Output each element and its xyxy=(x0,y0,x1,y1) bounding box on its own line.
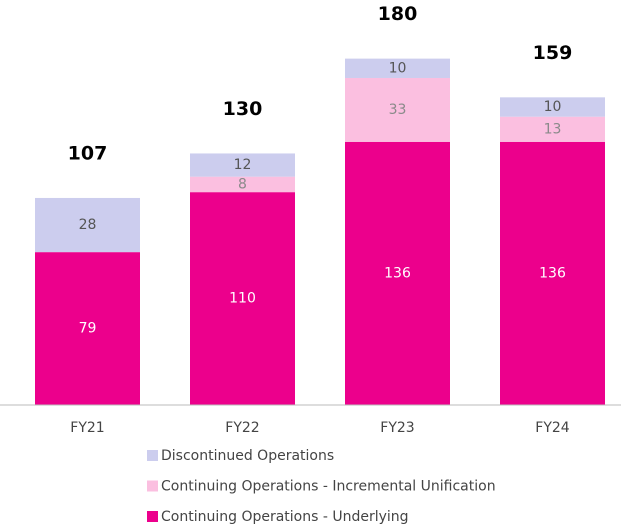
legend-swatch xyxy=(147,511,158,522)
x-tick-label: FY21 xyxy=(70,420,104,436)
data-label: 12 xyxy=(234,157,252,173)
x-tick-label: FY22 xyxy=(225,420,259,436)
legend-swatch xyxy=(147,450,158,461)
total-label: 107 xyxy=(68,142,108,164)
bar-segment xyxy=(190,176,295,193)
legend-label: Continuing Operations - Incremental Unif… xyxy=(161,479,496,495)
bar-segment xyxy=(345,58,450,78)
data-label: 10 xyxy=(544,99,562,115)
data-label: 110 xyxy=(229,291,256,307)
bar-segment xyxy=(345,141,450,405)
data-label: 136 xyxy=(384,265,411,281)
bar-segment xyxy=(190,153,295,177)
bar-segment xyxy=(190,192,295,405)
bar-segment xyxy=(500,116,605,142)
data-label: 136 xyxy=(539,265,566,281)
total-label: 180 xyxy=(378,3,418,25)
bar-segment xyxy=(345,77,450,142)
x-tick-label: FY24 xyxy=(535,420,570,436)
data-label: 79 xyxy=(79,321,97,337)
legend-swatch xyxy=(147,480,158,492)
legend-label: Discontinued Operations xyxy=(161,448,334,464)
data-label: 33 xyxy=(389,102,407,118)
data-label: 13 xyxy=(544,121,562,137)
bar-segment xyxy=(500,97,605,117)
x-tick-label: FY23 xyxy=(380,420,414,436)
total-label: 159 xyxy=(533,42,573,64)
total-label: 130 xyxy=(223,98,263,120)
data-label: 10 xyxy=(389,60,407,76)
data-label: 28 xyxy=(79,217,97,233)
data-label: 8 xyxy=(238,176,247,192)
bar-segment xyxy=(35,252,140,405)
legend-label: Continuing Operations - Underlying xyxy=(161,509,409,525)
bar-segment xyxy=(500,141,605,405)
bar-segment xyxy=(35,197,140,253)
